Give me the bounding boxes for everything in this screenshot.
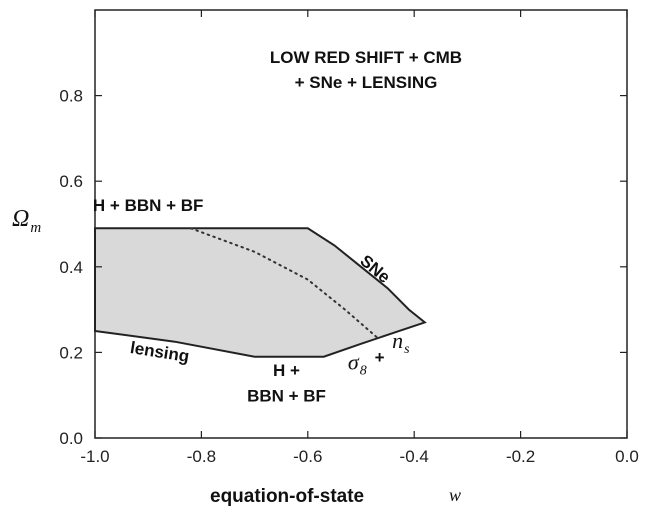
x-axis-title: equation-of-state [210, 486, 364, 507]
dotted-curve [189, 227, 378, 339]
y-tick-label: 0.2 [59, 343, 83, 362]
x-tick-label: -0.2 [506, 447, 535, 466]
y-axis-title: Ωm [12, 206, 41, 236]
x-tick-label: -0.4 [400, 447, 429, 466]
annotation-label: H + [273, 361, 300, 380]
annotation-label: H + BBN + BF [93, 196, 204, 215]
annotation-label: σ8 [348, 350, 367, 379]
y-tick-label: 0.4 [59, 258, 83, 277]
x-tick-label: -0.6 [293, 447, 322, 466]
x-tick-label: -1.0 [80, 447, 109, 466]
annotation-label: BBN + BF [247, 387, 326, 406]
x-tick-label: 0.0 [615, 447, 639, 466]
chart-title-line-1: LOW RED SHIFT + CMB [270, 48, 462, 67]
chart-title-line-2: + SNe + LENSING [295, 73, 438, 92]
annotation-label: ns [392, 328, 410, 357]
y-tick-label: 0.8 [59, 87, 83, 106]
y-tick-label: 0.0 [59, 429, 83, 448]
allowed-region [94, 227, 427, 358]
y-axis-symbol: Ω [12, 206, 29, 232]
plot-frame [94, 9, 628, 439]
x-tick-label: -0.8 [187, 447, 216, 466]
y-axis-subscript: m [30, 220, 41, 236]
annotation-label: + [375, 348, 385, 367]
y-tick-label: 0.6 [59, 172, 83, 191]
x-axis-symbol: w [449, 485, 461, 505]
